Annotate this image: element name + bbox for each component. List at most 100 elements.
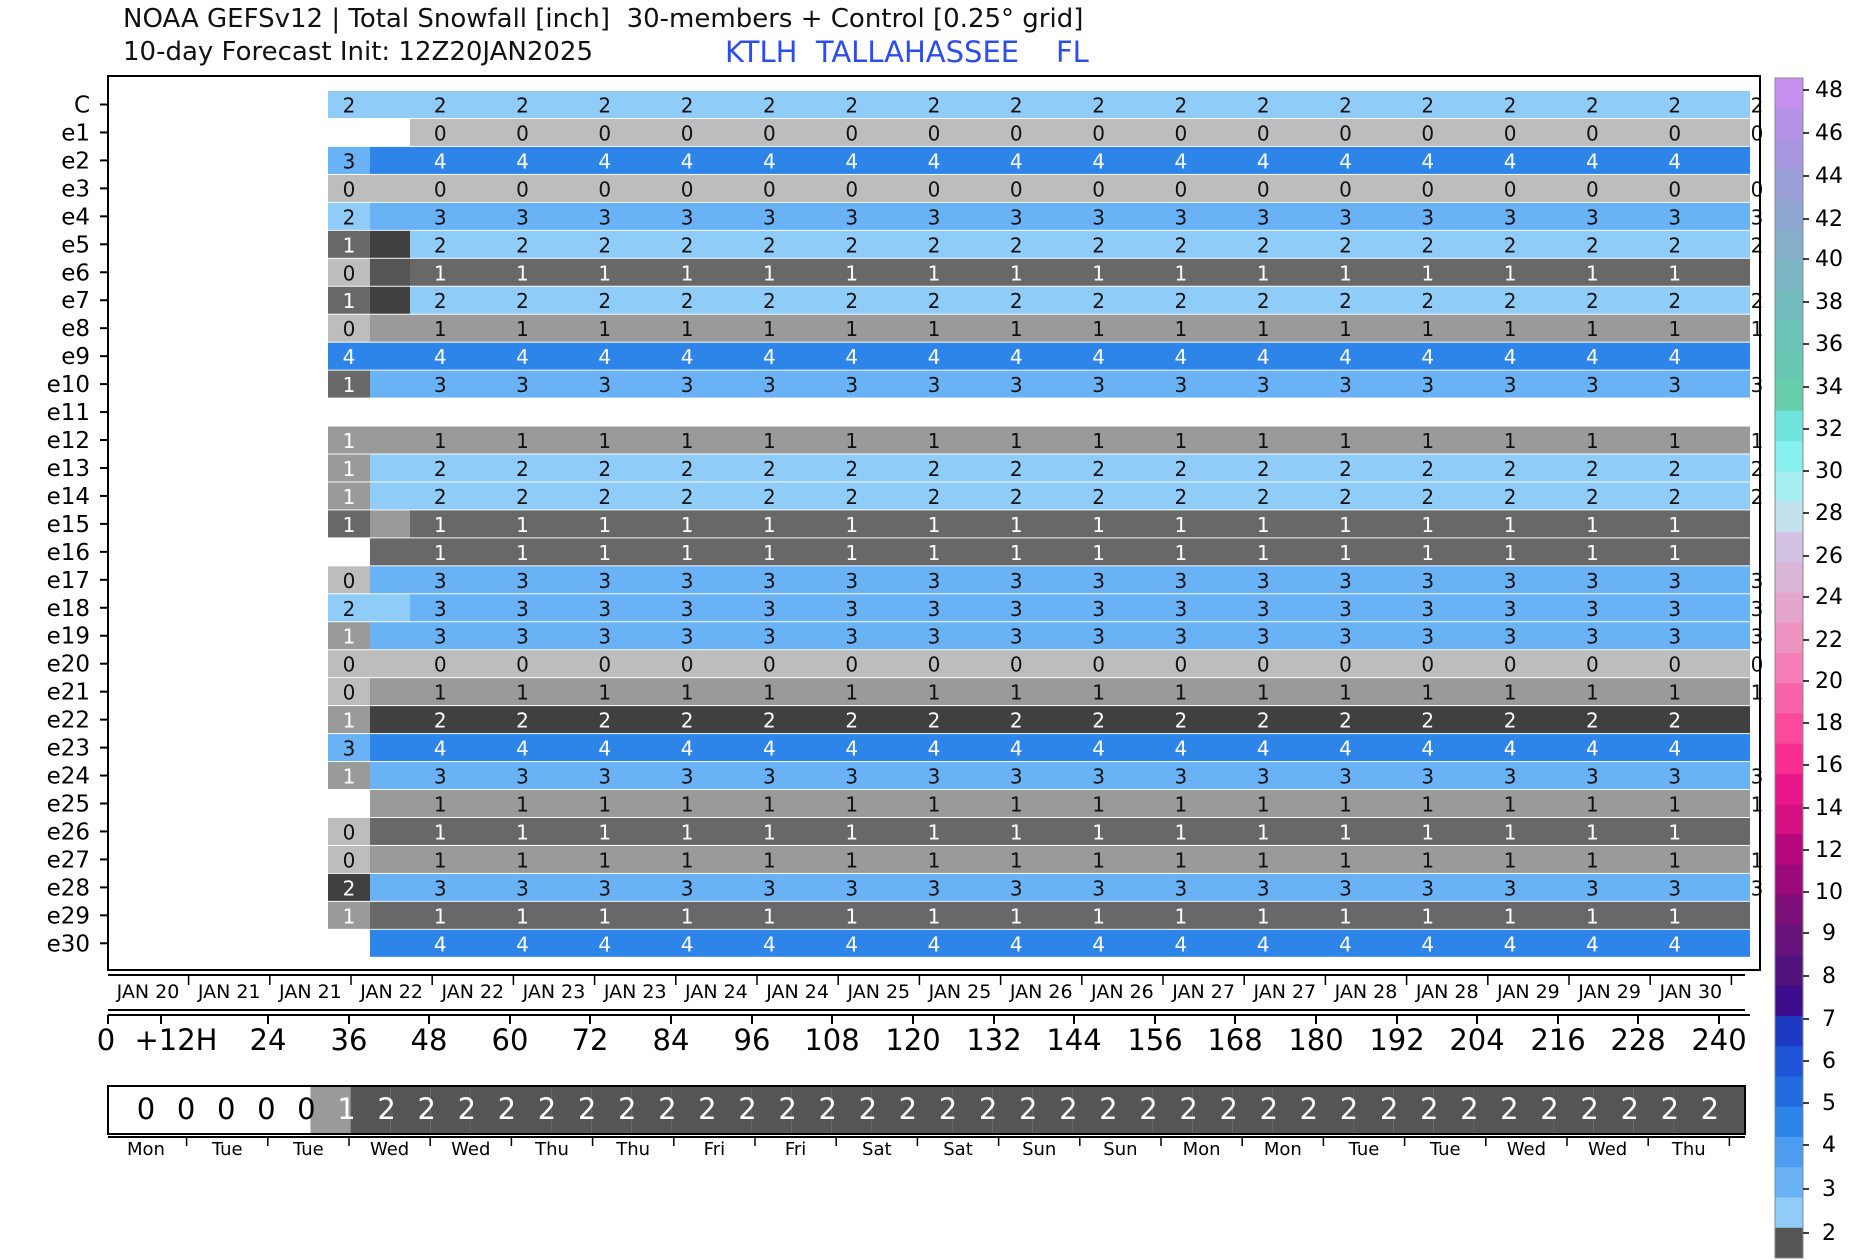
member-label: e17 — [47, 568, 90, 594]
summary-value: 2 — [377, 1092, 395, 1126]
day-label: Wed — [1588, 1139, 1627, 1160]
cell-value: 2 — [1010, 94, 1023, 118]
colorbar-label: 6 — [1822, 1049, 1836, 1074]
cell-value: 4 — [763, 932, 776, 956]
cell-value: 1 — [1257, 848, 1270, 872]
cell-value: 4 — [1257, 932, 1270, 956]
cell-value: 0 — [516, 653, 529, 677]
cell-value: 1 — [1339, 541, 1352, 565]
cell-value: 2 — [1668, 485, 1681, 509]
cell-value: 1 — [1751, 541, 1764, 565]
cell-value: 1 — [1751, 317, 1764, 341]
day-label: Tue — [1429, 1139, 1461, 1160]
colorbar-label: 34 — [1815, 375, 1843, 400]
cell-value: 2 — [845, 485, 858, 509]
summary-value: 1 — [337, 1092, 355, 1126]
cell-value: 2 — [516, 457, 529, 481]
main-span — [410, 594, 1750, 622]
early-cell — [370, 650, 410, 678]
cell-value: 1 — [681, 541, 694, 565]
cell-value: 3 — [516, 205, 529, 229]
cell-value: 3 — [1257, 373, 1270, 397]
date-label: JAN 20 — [116, 981, 180, 1003]
cell-value: 2 — [598, 709, 611, 733]
summary-value: 2 — [1260, 1092, 1278, 1126]
date-label: JAN 30 — [1658, 981, 1722, 1003]
cell-value: 3 — [845, 569, 858, 593]
cell-value: 2 — [1751, 457, 1764, 481]
cell-value: 1 — [681, 681, 694, 705]
cell-value: 4 — [1586, 932, 1599, 956]
cell-value: 3 — [681, 765, 694, 789]
cell-value: 3 — [763, 765, 776, 789]
cell-value: 3 — [1668, 876, 1681, 900]
first-cell — [328, 678, 370, 706]
cell-value: 2 — [1175, 457, 1188, 481]
summary-cell — [1072, 1086, 1113, 1134]
colorbar-label: 20 — [1815, 669, 1843, 694]
cell-value: 2 — [1504, 289, 1517, 313]
cell-value: 4 — [598, 737, 611, 761]
colorbar-segment — [1775, 1076, 1803, 1108]
summary-cell — [1473, 1086, 1514, 1134]
date-label: JAN 21 — [278, 981, 342, 1003]
hour-label: 72 — [572, 1023, 609, 1057]
day-label: Sun — [1022, 1139, 1056, 1160]
summary-value: 2 — [618, 1092, 636, 1126]
cell-value: 1 — [1504, 848, 1517, 872]
member-label: e22 — [47, 708, 90, 734]
colorbar-segment — [1775, 955, 1803, 987]
first-cell — [328, 594, 370, 622]
early-cell — [370, 454, 410, 482]
cell-value: 4 — [928, 932, 941, 956]
cell-value: 1 — [1092, 793, 1105, 817]
cell-value: 1 — [928, 681, 941, 705]
cell-value: 1 — [928, 904, 941, 928]
cell-value: 1 — [1504, 317, 1517, 341]
hour-label: +12H — [134, 1023, 217, 1057]
cell-value: 2 — [1010, 709, 1023, 733]
first-value: 3 — [343, 149, 356, 173]
cell-value: 4 — [1092, 345, 1105, 369]
cell-value: 2 — [845, 709, 858, 733]
cell-value: 2 — [1504, 94, 1517, 118]
cell-value: 3 — [598, 765, 611, 789]
cell-value: 1 — [1751, 848, 1764, 872]
early-cell — [370, 258, 410, 286]
cell-value: 1 — [1175, 317, 1188, 341]
cell-value: 1 — [434, 848, 447, 872]
member-label: e12 — [47, 428, 90, 454]
cell-value: 1 — [1010, 681, 1023, 705]
cell-value: 1 — [1421, 541, 1434, 565]
member-label: e6 — [61, 260, 90, 286]
cell-value: 1 — [1668, 429, 1681, 453]
date-label: JAN 23 — [522, 981, 586, 1003]
cell-value: 4 — [681, 345, 694, 369]
cell-value: 1 — [1586, 541, 1599, 565]
cell-value: 0 — [1010, 121, 1023, 145]
cell-value: 0 — [763, 121, 776, 145]
day-label: Thu — [534, 1139, 569, 1160]
colorbar-label: 16 — [1815, 753, 1843, 778]
cell-value: 1 — [1010, 317, 1023, 341]
cell-value: 0 — [1586, 653, 1599, 677]
cell-value: 0 — [1668, 121, 1681, 145]
cell-value: 1 — [516, 261, 529, 285]
early-cell — [370, 146, 410, 174]
cell-value: 3 — [1257, 625, 1270, 649]
date-label: JAN 24 — [765, 981, 829, 1003]
cell-value: 1 — [516, 317, 529, 341]
first-value: 4 — [343, 345, 356, 369]
cell-value: 0 — [845, 177, 858, 201]
cell-value: 1 — [1421, 261, 1434, 285]
cell-value: 0 — [1010, 653, 1023, 677]
cell-value: 3 — [763, 625, 776, 649]
cell-value: 1 — [1339, 904, 1352, 928]
summary-value: 2 — [1139, 1092, 1157, 1126]
init-time-label: 10-day Forecast Init: 12Z20JAN2025 — [123, 37, 594, 67]
cell-value: 0 — [763, 653, 776, 677]
colorbar-segment — [1775, 441, 1803, 472]
summary-value: 2 — [778, 1092, 796, 1126]
cell-value: 1 — [1175, 429, 1188, 453]
cell-value: 3 — [1421, 597, 1434, 621]
